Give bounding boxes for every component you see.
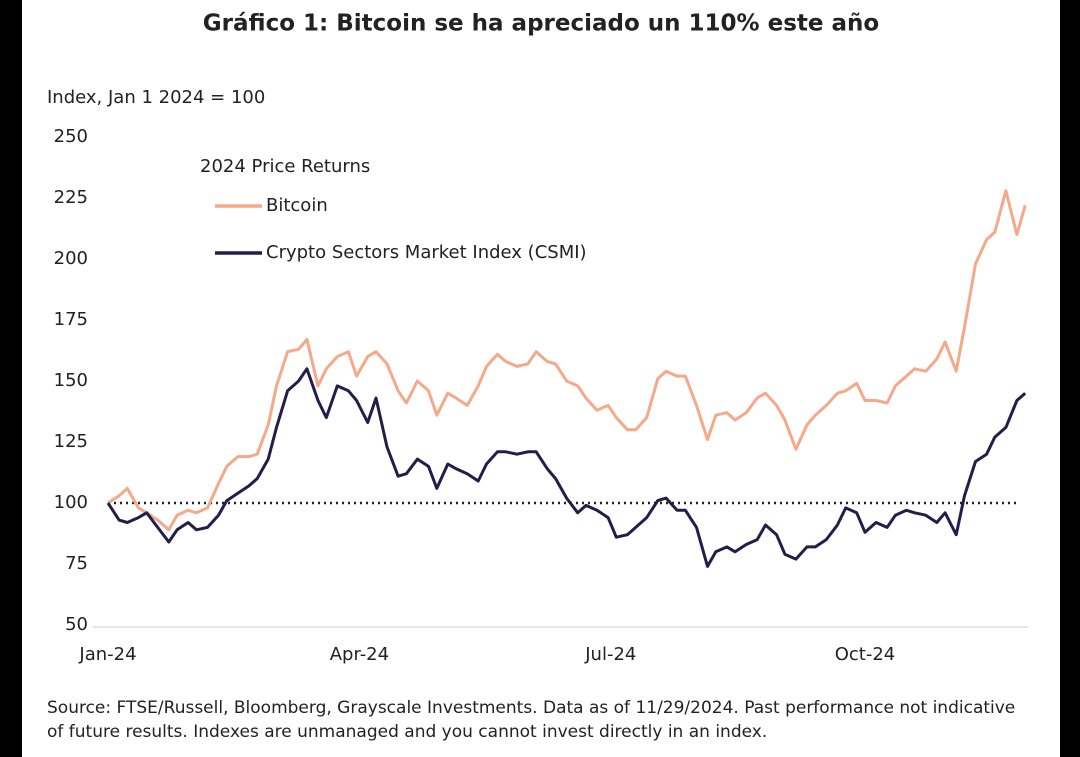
y-tick-label: 250	[54, 126, 88, 147]
source-note: Source: FTSE/Russell, Bloomberg, Graysca…	[47, 698, 1016, 742]
series-line	[106, 367, 1027, 568]
y-tick-label: 75	[65, 553, 88, 574]
y-tick-label: 175	[54, 309, 88, 330]
series-line	[107, 189, 1027, 532]
chart-title: Gráfico 1: Bitcoin se ha apreciado un 11…	[203, 11, 879, 37]
x-tick-label: Oct-24	[835, 644, 896, 665]
x-tick-label: Jan-24	[78, 644, 136, 665]
x-tick-label: Apr-24	[330, 644, 389, 665]
legend-title: 2024 Price Returns	[200, 156, 370, 177]
y-tick-label: 225	[54, 187, 88, 208]
y-tick-label: 150	[54, 370, 88, 391]
y-tick-label: 50	[65, 614, 88, 635]
y-tick-label: 200	[54, 248, 88, 269]
legend-label: Crypto Sectors Market Index (CSMI)	[266, 242, 587, 263]
y-tick-label: 100	[54, 492, 88, 513]
chart-frame	[22, 0, 1060, 757]
y-axis-label: Index, Jan 1 2024 = 100	[47, 87, 265, 108]
legend-label: Bitcoin	[266, 195, 328, 216]
x-tick-label: Jul-24	[584, 644, 636, 665]
y-tick-label: 125	[54, 431, 88, 452]
